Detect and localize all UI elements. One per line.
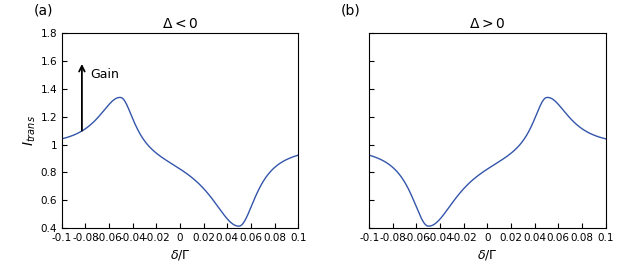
Title: $\Delta > 0$: $\Delta > 0$ — [469, 17, 506, 31]
X-axis label: $\delta/\Gamma$: $\delta/\Gamma$ — [477, 248, 497, 262]
Text: Gain: Gain — [90, 68, 119, 81]
Y-axis label: $I_{trans}$: $I_{trans}$ — [21, 115, 38, 146]
X-axis label: $\delta/\Gamma$: $\delta/\Gamma$ — [170, 248, 190, 262]
Title: $\Delta < 0$: $\Delta < 0$ — [162, 17, 198, 31]
Text: (a): (a) — [33, 4, 53, 18]
Text: (b): (b) — [341, 4, 360, 18]
